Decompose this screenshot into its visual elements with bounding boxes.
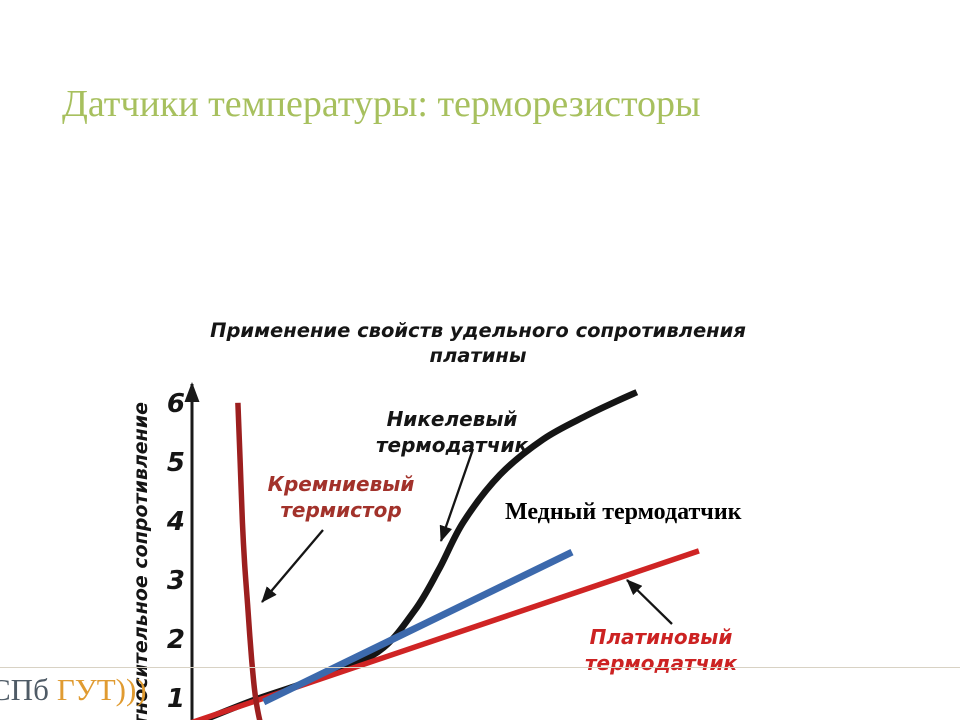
y-tick-label: 3: [166, 566, 185, 596]
platinum-label-arrow: [626, 579, 673, 625]
resistance-chart: Применение свойств удельного сопротивлен…: [0, 150, 960, 720]
chart-title: Применение свойств удельного сопротивлен…: [210, 319, 746, 367]
nickel-curve-label: Никелевый термодатчик: [376, 406, 528, 458]
silicon-curve-label-line1: Кремниевый: [267, 472, 415, 496]
platinum-curve-label: Платиновый термодатчик: [585, 624, 737, 676]
copper-curve-label: Медный термодатчик: [505, 499, 742, 525]
logo-spb-text: СПб: [0, 672, 49, 707]
silicon-curve-label-line2: термистор: [280, 498, 402, 522]
y-tick-label: 4: [166, 507, 185, 537]
silicon-curve: [235, 402, 263, 720]
chart-canvas: [184, 382, 700, 720]
copper-curve: [262, 548, 574, 706]
logo-gut-text: ГУТ: [56, 672, 116, 707]
nickel-label-arrow: [439, 448, 475, 542]
footer-divider: [0, 667, 960, 668]
y-tick-label: 5: [166, 448, 185, 478]
logo-parens: ))): [115, 672, 147, 707]
page-title: Датчики температуры: терморезисторы: [62, 83, 701, 125]
platinum-curve-label-line2: термодатчик: [584, 651, 738, 675]
silicon-label-arrow: [261, 529, 324, 603]
platinum-curve-label-line1: Платиновый: [589, 625, 733, 649]
nickel-curve-label-line1: Никелевый: [386, 407, 518, 431]
y-tick-label: 2: [166, 625, 185, 655]
y-tick-label: 6: [166, 389, 185, 419]
university-logo: СПб ГУТ))): [0, 672, 147, 708]
nickel-curve-label-line2: термодатчик: [375, 433, 529, 457]
silicon-curve-label: Кремниевый термистор: [268, 471, 415, 523]
y-tick-label: 1: [166, 684, 185, 714]
